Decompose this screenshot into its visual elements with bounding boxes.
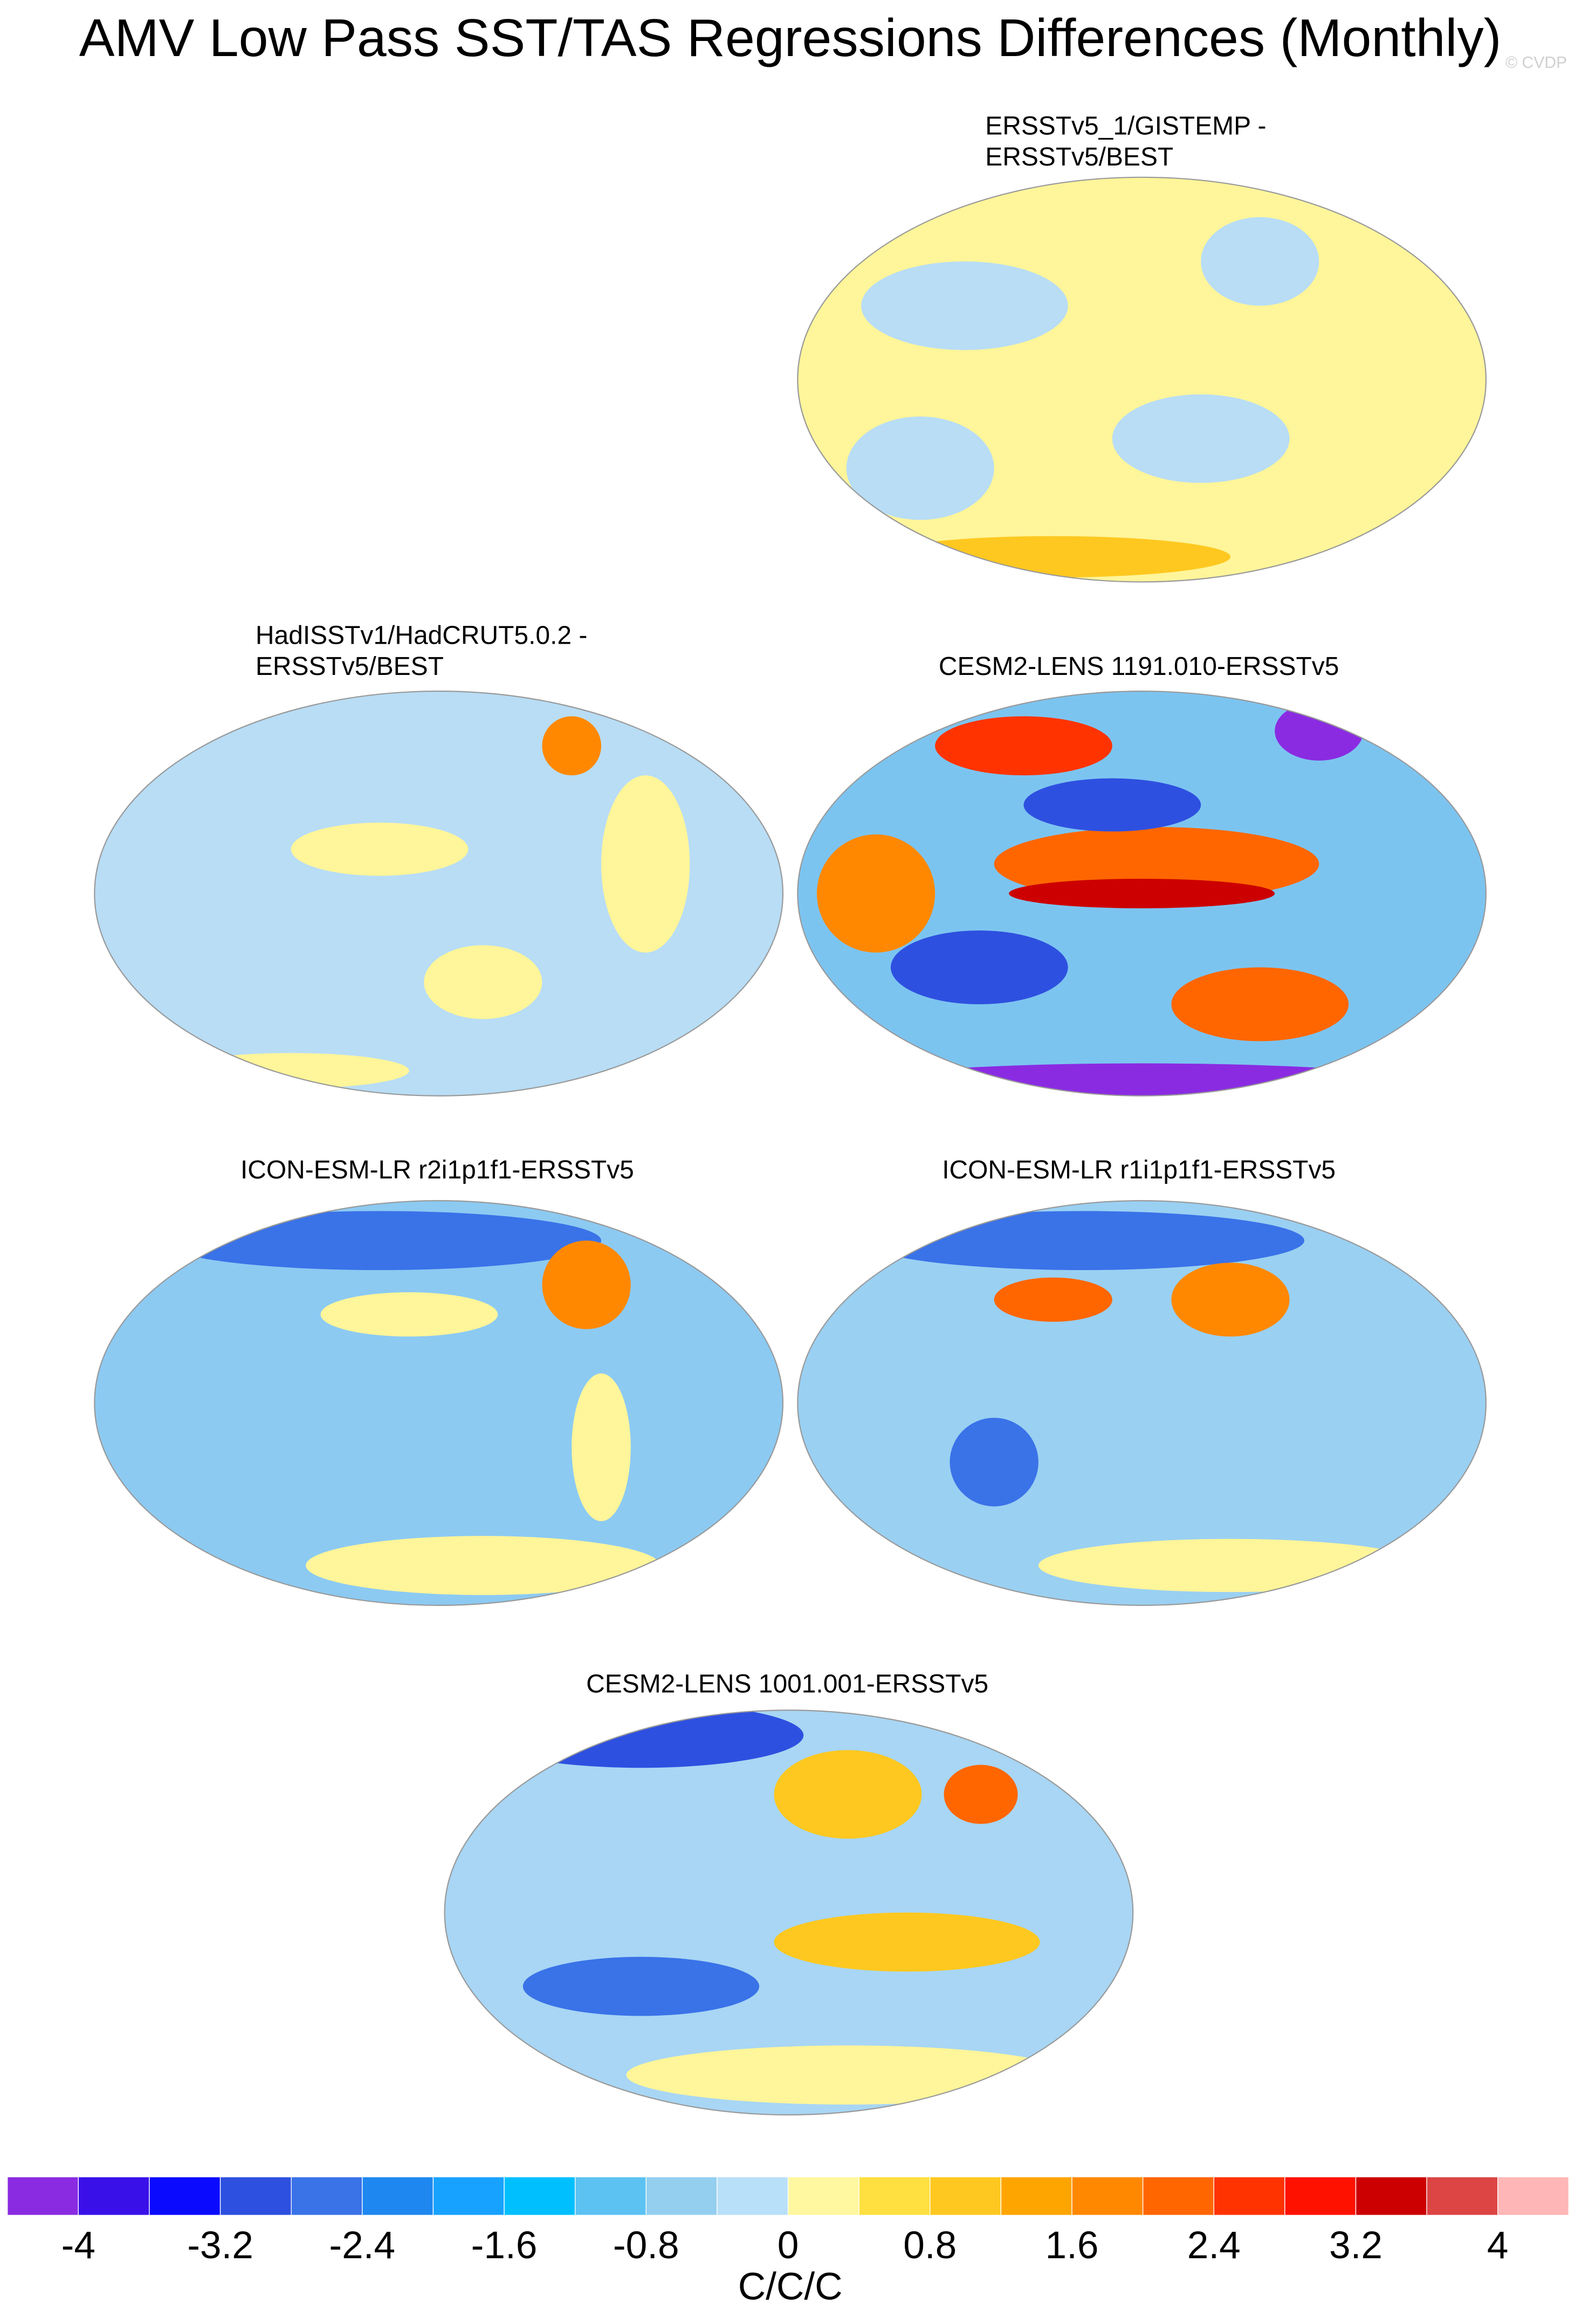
panel-title: ERSSTv5/BEST	[985, 143, 1173, 171]
colorbar-swatch	[219, 2176, 292, 2216]
map-field	[478, 1710, 804, 1768]
map-field	[1009, 879, 1275, 908]
map-outline	[94, 1200, 784, 1606]
colorbar-swatch	[149, 2176, 221, 2216]
colorbar-swatch	[930, 2176, 1002, 2216]
map-field	[890, 930, 1068, 1004]
colorbar-tick-label: 0	[778, 2224, 799, 2267]
map-field	[1023, 778, 1201, 832]
map-field	[846, 416, 994, 520]
map-field	[861, 1211, 1304, 1271]
colorbar-swatch	[432, 2176, 505, 2216]
map-field	[572, 1373, 631, 1521]
map-outline	[94, 691, 784, 1097]
figure-title: AMV Low Pass SST/TAS Regressions Differe…	[79, 8, 1502, 67]
map-field	[935, 716, 1112, 776]
colorbar-tick-label: -4	[61, 2224, 95, 2267]
map-field	[774, 1750, 922, 1839]
map-outline	[444, 1709, 1134, 2116]
watermark: © CVDP	[1505, 54, 1567, 72]
map-field	[876, 536, 1230, 578]
map	[797, 1201, 1486, 1639]
map-field	[1171, 1263, 1290, 1337]
map-field	[601, 775, 690, 953]
colorbar-swatch	[717, 2176, 789, 2216]
map-field	[861, 261, 1068, 350]
map-field	[1201, 217, 1319, 306]
map-field	[306, 1536, 661, 1595]
map-background	[797, 177, 1486, 582]
map-field	[1038, 1539, 1423, 1592]
map-field	[1112, 394, 1290, 483]
map-outline	[797, 176, 1487, 583]
colorbar-swatch	[1426, 2176, 1498, 2216]
panel-title: HadISSTv1/HadCRUT5.0.2 -	[256, 621, 587, 650]
map-field	[522, 1956, 760, 2016]
map-field	[320, 1292, 498, 1337]
map-outline	[797, 691, 1487, 1097]
panel-title: ERSSTv5/BEST	[256, 652, 444, 681]
colorbar-label: C/C/C	[738, 2265, 843, 2308]
colorbar-tick-label: 1.6	[1045, 2224, 1098, 2267]
colorbar-swatch	[858, 2176, 931, 2216]
colorbar-tick-label: 0.8	[903, 2224, 957, 2267]
map-field	[542, 1240, 631, 1329]
map-field	[542, 716, 601, 776]
map	[797, 691, 1486, 1096]
panel-title: ICON-ESM-LR r1i1p1f1-ERSSTv5	[942, 1156, 1336, 1184]
colorbar-swatch	[291, 2176, 363, 2216]
colorbar-swatch	[1000, 2176, 1072, 2216]
map-field	[173, 1053, 409, 1089]
colorbar-swatch	[1284, 2176, 1357, 2216]
map-field	[158, 1211, 601, 1271]
colorbar-tick-label: -1.6	[471, 2224, 538, 2267]
colorbar-tick-label: -0.8	[613, 2224, 679, 2267]
map-field	[846, 1063, 1437, 1096]
colorbar-tick-label: 2.4	[1187, 2224, 1241, 2267]
colorbar-swatch	[78, 2176, 150, 2216]
map-field	[424, 945, 542, 1019]
map-field	[944, 1764, 1018, 1824]
colorbar-swatch	[574, 2176, 646, 2216]
map-field	[965, 1610, 1260, 1639]
colorbar-swatch	[1355, 2176, 1427, 2216]
map	[94, 1201, 783, 1639]
map-field	[1171, 967, 1349, 1042]
colorbar-swatch	[1071, 2176, 1144, 2216]
map-field	[816, 834, 936, 953]
colorbar-swatch	[645, 2176, 718, 2216]
colorbar-tick-label: 4	[1487, 2224, 1509, 2267]
colorbar-swatch	[787, 2176, 859, 2216]
map-field	[774, 1912, 1040, 1972]
map-field	[262, 1610, 557, 1639]
colorbar-swatch	[7, 2176, 79, 2216]
panel-title: CESM2-LENS 1001.001-ERSSTv5	[586, 1670, 988, 1699]
colorbar-tick-label: 3.2	[1329, 2224, 1382, 2267]
map	[94, 691, 783, 1096]
panel-title: ICON-ESM-LR r2i1p1f1-ERSSTv5	[240, 1156, 634, 1184]
colorbar-swatch	[1213, 2176, 1285, 2216]
map	[444, 1710, 1133, 2115]
map	[797, 177, 1486, 582]
colorbar-tick-label: -2.4	[329, 2224, 395, 2267]
map-outline	[797, 1200, 1487, 1606]
map-field	[994, 1277, 1112, 1322]
colorbar-swatch	[504, 2176, 576, 2216]
colorbar-swatch	[1142, 2176, 1214, 2216]
map-field	[626, 2045, 1070, 2105]
panel-title: ERSSTv5_1/GISTEMP -	[985, 112, 1266, 140]
colorbar-swatch	[1497, 2176, 1570, 2216]
panel-title: CESM2-LENS 1191.010-ERSSTv5	[939, 652, 1339, 681]
colorbar-swatch	[362, 2176, 434, 2216]
colorbar-tick-label: -3.2	[187, 2224, 253, 2267]
map-field	[291, 822, 469, 876]
map-field	[950, 1417, 1038, 1507]
